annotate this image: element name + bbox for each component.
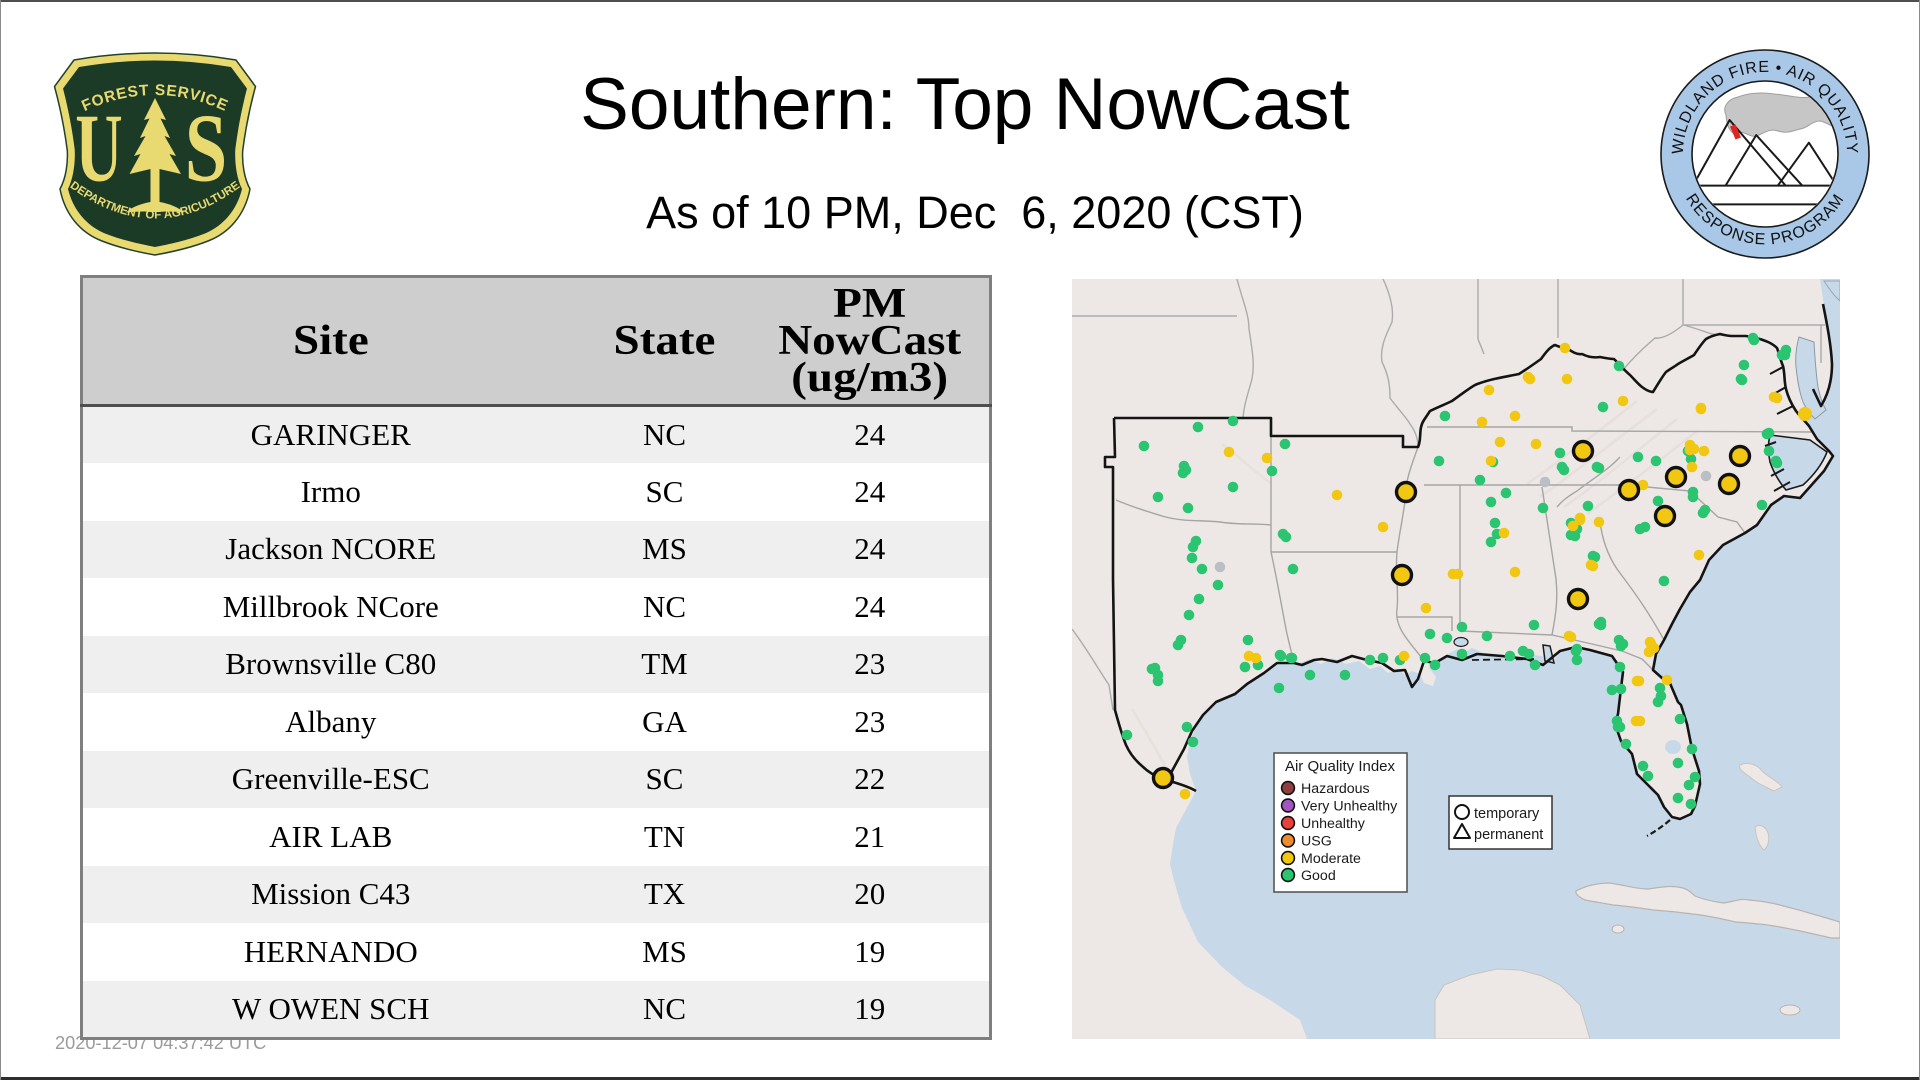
- svg-text:Good: Good: [1301, 868, 1336, 884]
- svg-text:permanent: permanent: [1474, 827, 1543, 843]
- svg-text:S: S: [185, 95, 228, 203]
- svg-text:temporary: temporary: [1474, 806, 1540, 822]
- svg-text:USG: USG: [1301, 834, 1332, 850]
- svg-text:Hazardous: Hazardous: [1301, 781, 1370, 797]
- svg-text:Moderate: Moderate: [1301, 851, 1361, 867]
- svg-text:Air Quality Index: Air Quality Index: [1285, 758, 1396, 775]
- svg-text:Very Unhealthy: Very Unhealthy: [1301, 799, 1398, 815]
- svg-text:Unhealthy: Unhealthy: [1301, 816, 1366, 832]
- svg-text:U: U: [75, 95, 122, 203]
